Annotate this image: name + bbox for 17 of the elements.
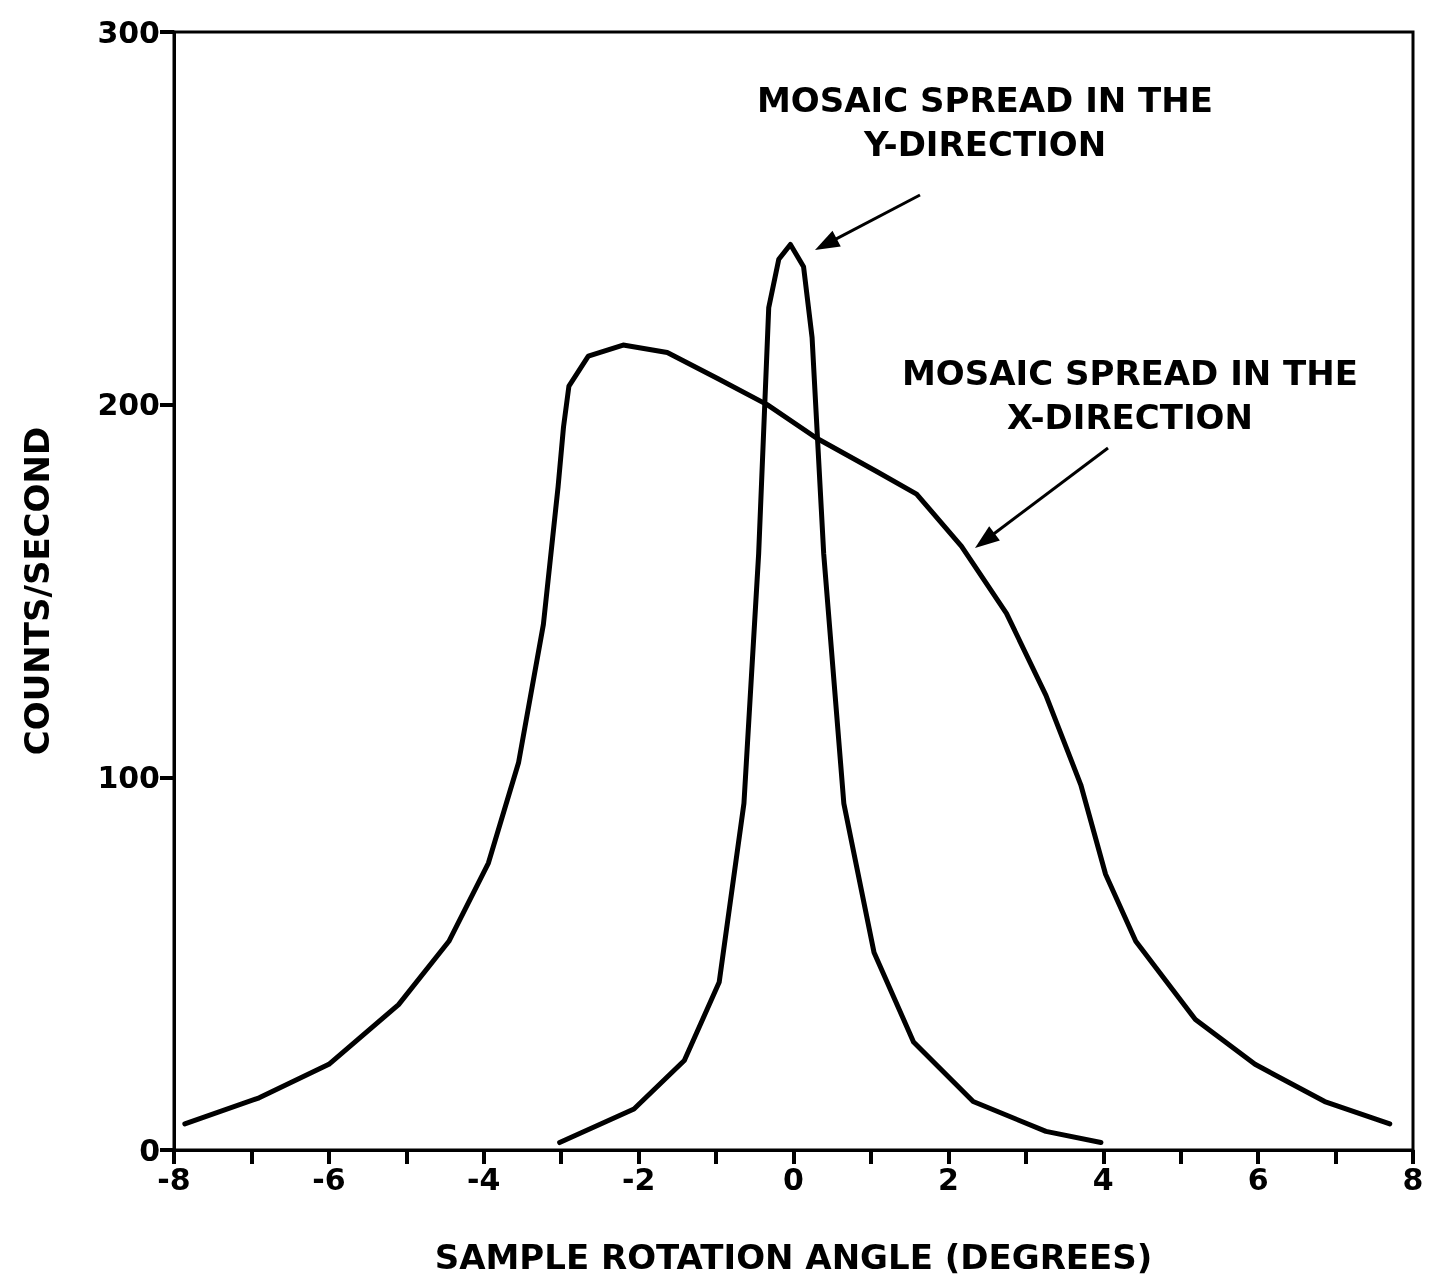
x-tick-label: 0 [783,1161,804,1197]
x-axis-title: SAMPLE ROTATION ANGLE (DEGREES) [434,1237,1153,1277]
x-tick-label: -4 [467,1161,501,1197]
y-tick-label: 300 [97,14,160,50]
x-tick-label: 2 [937,1161,959,1197]
y-axis-title: COUNTS/SECOND [17,426,57,756]
annotation: MOSAIC SPREAD IN THE Y-DIRECTION [757,79,1213,166]
x-tick-label: -6 [312,1161,346,1197]
y-tick-label: 0 [139,1132,160,1168]
x-tick-label: 6 [1247,1161,1269,1197]
y-tick-label: 200 [97,387,160,423]
x-tick-label: -2 [621,1161,656,1197]
x-tick-label: 4 [1092,1161,1114,1197]
annotation: MOSAIC SPREAD IN THE X-DIRECTION [902,352,1358,439]
x-tick-label: 8 [1402,1161,1424,1197]
y-tick-label: 100 [97,759,160,795]
x-tick-label: -8 [157,1161,191,1197]
